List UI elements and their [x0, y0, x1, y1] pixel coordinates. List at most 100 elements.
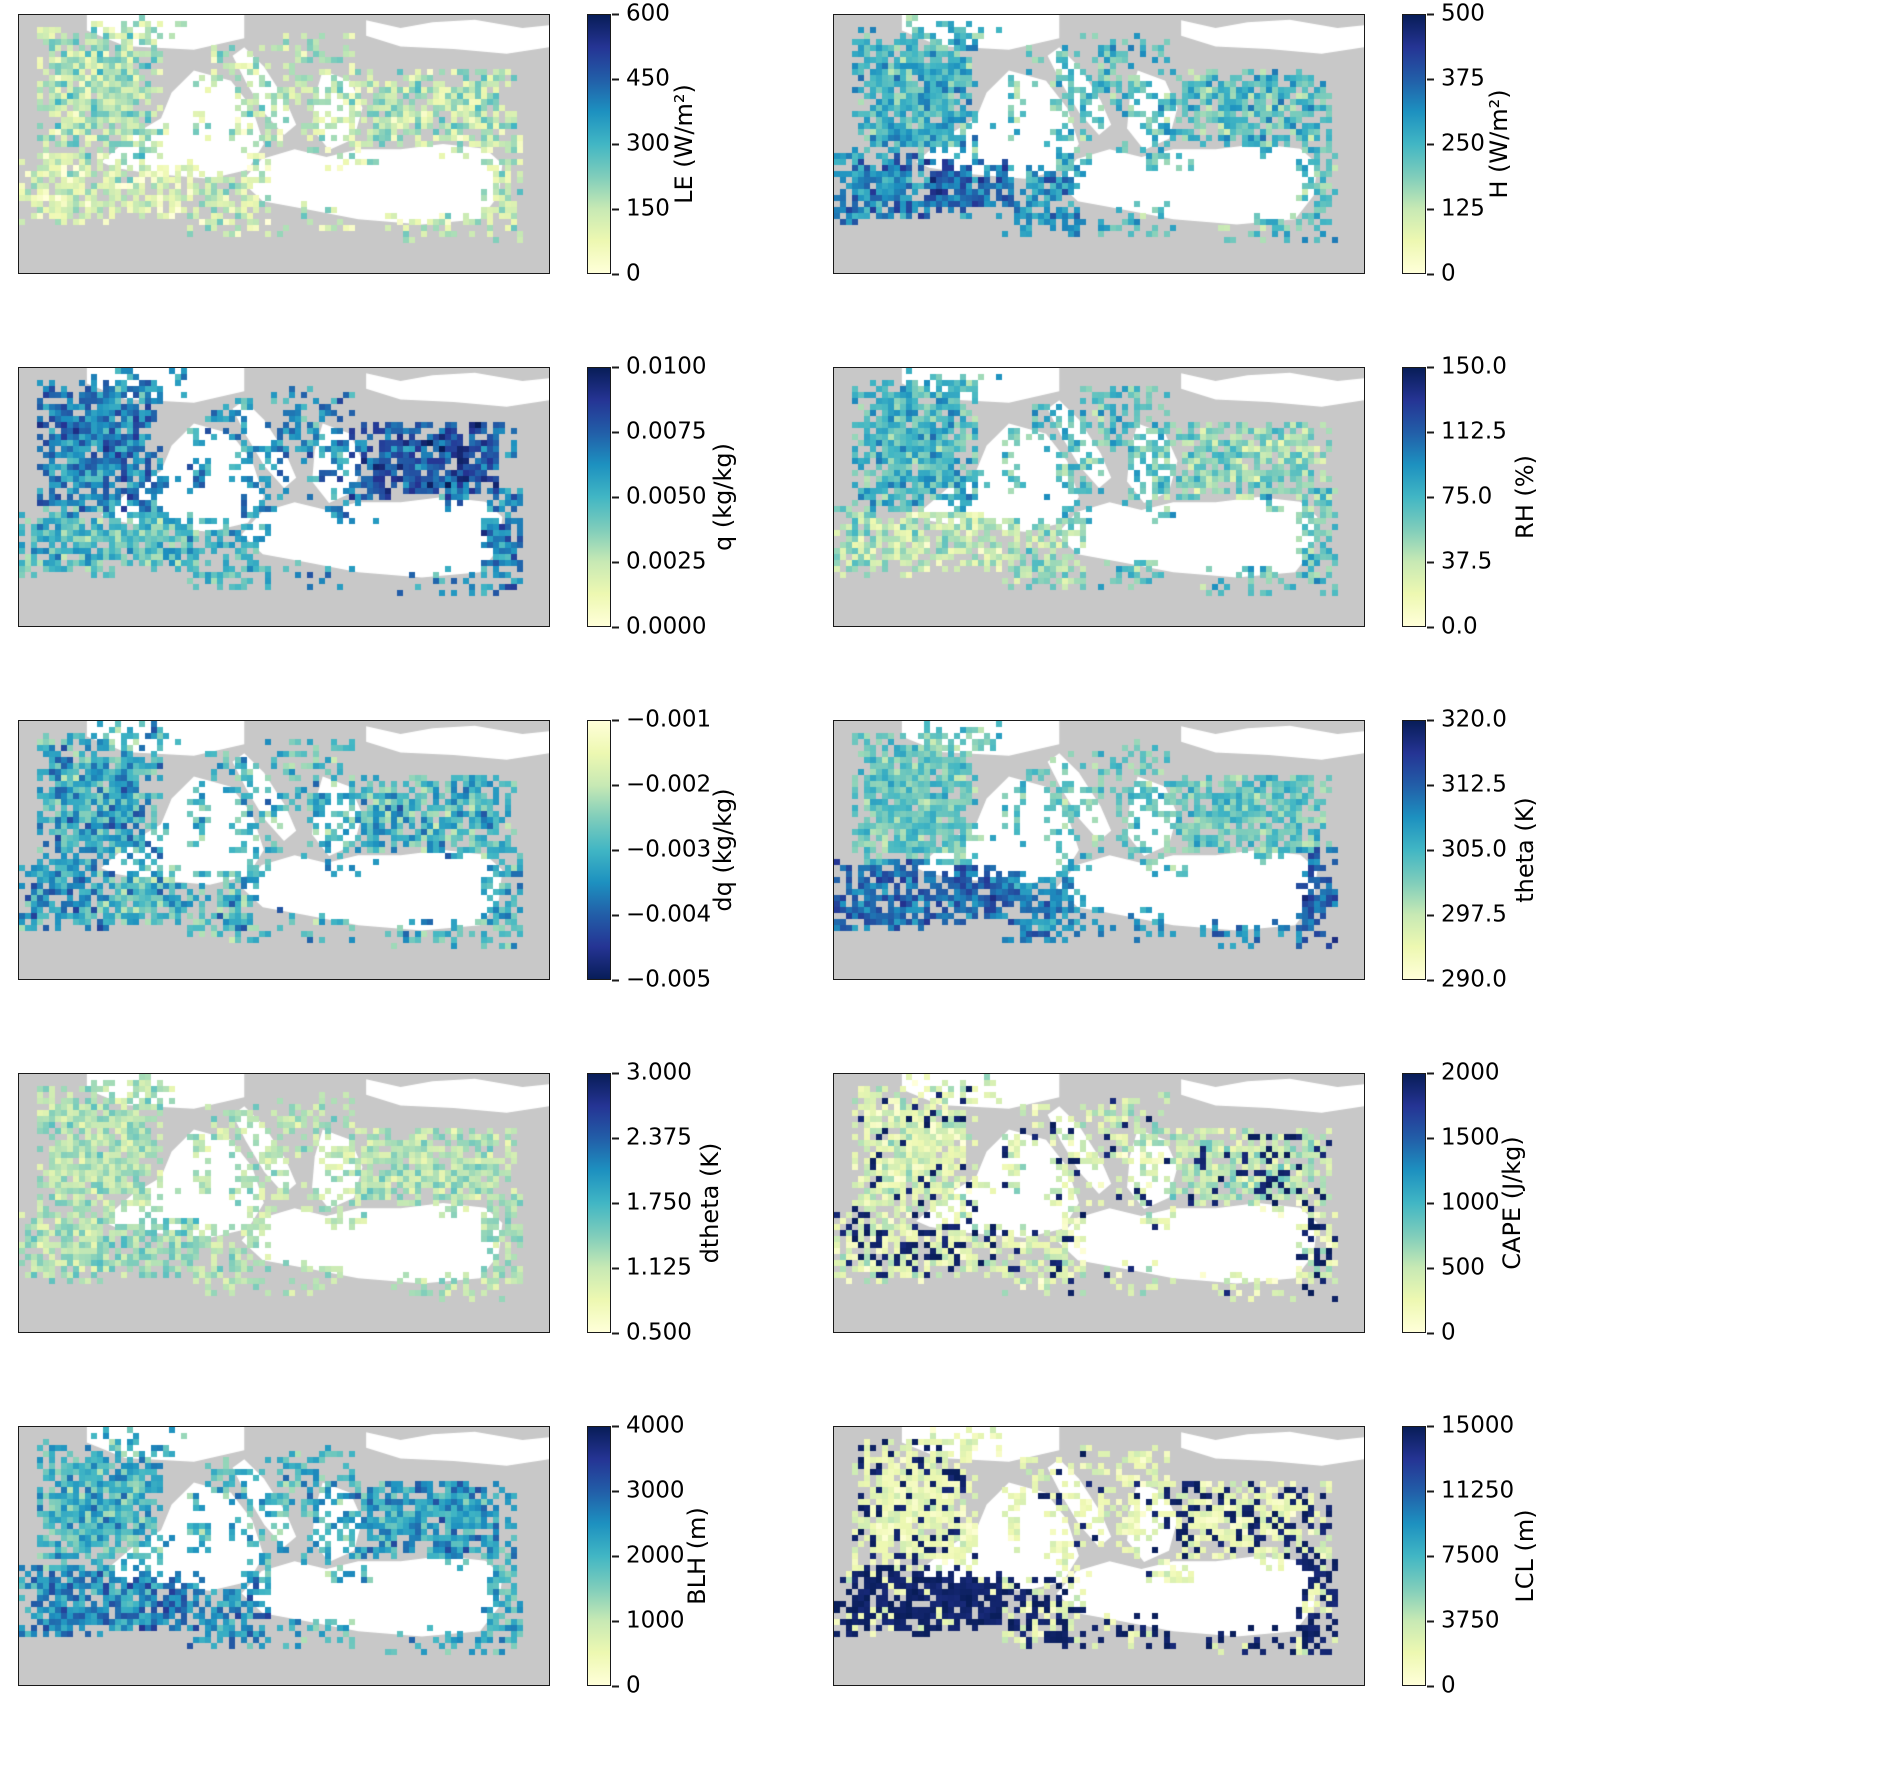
- tick-mark: [612, 1555, 619, 1557]
- colorbar-ticks: 4000 3000 2000 1000 0: [612, 1414, 732, 1697]
- colorbar-ticks: 3.000 2.375 1.750 1.125 0.500: [612, 1061, 732, 1344]
- map-canvas: [18, 14, 550, 274]
- colorbar-tick-label: 500: [1441, 0, 1485, 27]
- colorbar-tick: −0.005: [612, 966, 712, 993]
- colorbar-tick-label: 125: [1441, 195, 1485, 222]
- tick-mark: [1427, 1137, 1434, 1139]
- colorbar-tick-label: 0: [1441, 260, 1456, 287]
- tick-mark: [1427, 784, 1434, 786]
- colorbar-tick: 37.5: [1427, 548, 1493, 575]
- map-panel: 150.0 112.5 75.0 37.5 0.0 RH (%): [833, 355, 1648, 720]
- colorbar-gradient: [1402, 720, 1426, 980]
- colorbar-tick-label: −0.004: [626, 901, 712, 928]
- colorbar-axis-label: q (kg/kg): [709, 443, 737, 551]
- tick-mark: [1427, 1555, 1434, 1557]
- colorbar-tick: 125: [1427, 195, 1485, 222]
- colorbar-tick-label: 0: [626, 1672, 641, 1699]
- colorbar-tick: 0.500: [612, 1321, 692, 1345]
- colorbar-tick-label: 0.0100: [626, 353, 707, 380]
- colorbar-tick: 450: [612, 65, 670, 92]
- colorbar-axis-label: theta (K): [1511, 797, 1539, 903]
- map-panel: 4000 3000 2000 1000 0 BLH (m): [18, 1414, 833, 1779]
- colorbar-tick-label: 150: [626, 195, 670, 222]
- colorbar-tick-label: 37.5: [1441, 548, 1493, 575]
- colorbar-tick-label: 2.375: [626, 1124, 692, 1151]
- tick-mark: [612, 561, 619, 563]
- tick-mark: [1427, 273, 1434, 275]
- colorbar-tick: 3.000: [612, 1061, 692, 1085]
- map-canvas: [18, 1073, 550, 1333]
- map-panel: −0.001 −0.002 −0.003 −0.004 −0.005 dq (kg/kg…: [18, 708, 833, 1073]
- colorbar-axis-label: dtheta (K): [696, 1142, 724, 1264]
- colorbar-tick: 11250: [1427, 1479, 1514, 1503]
- colorbar-tick: 0: [1427, 1674, 1456, 1698]
- colorbar-tick-label: −0.005: [626, 966, 712, 993]
- colorbar-tick-label: 2000: [626, 1542, 685, 1569]
- colorbar-tick: 15000: [1427, 1412, 1515, 1439]
- tick-mark: [612, 849, 619, 851]
- tick-mark: [1427, 849, 1434, 851]
- colorbar-gradient: [587, 1073, 611, 1333]
- colorbar-tick-label: −0.003: [626, 836, 712, 863]
- colorbar-ticks: 0.0100 0.0075 0.0050 0.0025 0.0000: [612, 355, 732, 638]
- map-canvas: [833, 720, 1365, 980]
- colorbar-tick: 1000: [1427, 1189, 1500, 1216]
- colorbar-tick-label: 1000: [626, 1607, 685, 1634]
- tick-mark: [612, 719, 619, 721]
- colorbar-gradient: [587, 14, 611, 274]
- colorbar-tick: 0: [612, 262, 641, 286]
- colorbar-tick: 1.125: [612, 1256, 692, 1280]
- tick-mark: [612, 1202, 619, 1204]
- colorbar-tick-label: 600: [626, 0, 670, 27]
- colorbar-tick-label: 15000: [1441, 1412, 1515, 1439]
- colorbar-tick: 2000: [1427, 1061, 1500, 1085]
- colorbar-tick: 1.750: [612, 1191, 692, 1215]
- colorbar-tick: 250: [1427, 132, 1485, 156]
- colorbar-tick: 320.0: [1427, 708, 1507, 732]
- colorbar-tick: 112.5: [1427, 420, 1507, 444]
- colorbar: 3.000 2.375 1.750 1.125 0.500 dtheta (K): [587, 1061, 827, 1344]
- colorbar-ticks: 15000 11250 7500 3750 0: [1427, 1414, 1547, 1697]
- map-panel: 0.0100 0.0075 0.0050 0.0025 0.0000 q (kg/kg): [18, 355, 833, 720]
- tick-mark: [612, 1267, 619, 1269]
- tick-mark: [612, 496, 619, 498]
- colorbar-tick-label: 0: [1441, 1319, 1456, 1346]
- colorbar-axis-label: CAPE (J/kg): [1498, 1136, 1526, 1270]
- colorbar-tick: 0: [612, 1672, 641, 1699]
- tick-mark: [612, 784, 619, 786]
- colorbar-tick-label: 7500: [1441, 1542, 1500, 1569]
- tick-mark: [1427, 979, 1434, 981]
- tick-mark: [1427, 1072, 1434, 1074]
- colorbar-tick-label: 1500: [1441, 1124, 1500, 1151]
- colorbar: 15000 11250 7500 3750 0 LCL (m): [1402, 1414, 1642, 1697]
- map-canvas: [18, 1426, 550, 1686]
- colorbar-tick-label: 1000: [1441, 1189, 1500, 1216]
- colorbar-tick-label: 0.0: [1441, 613, 1478, 640]
- colorbar-tick: 0.0: [1427, 613, 1478, 640]
- map-canvas: [833, 1073, 1365, 1333]
- tick-mark: [1427, 496, 1434, 498]
- tick-mark: [1427, 431, 1434, 433]
- colorbar-tick: 0.0100: [612, 353, 707, 380]
- colorbar-tick: 1000: [612, 1607, 685, 1634]
- colorbar: 0.0100 0.0075 0.0050 0.0025 0.0000 q (kg/kg): [587, 355, 827, 638]
- colorbar: 500 375 250 125 0 H (W/m²): [1402, 2, 1642, 285]
- colorbar-tick: 75.0: [1427, 485, 1492, 509]
- colorbar-gradient: [1402, 367, 1426, 627]
- colorbar-gradient: [1402, 1073, 1426, 1333]
- colorbar-tick-label: 450: [626, 65, 670, 92]
- tick-mark: [612, 1072, 619, 1074]
- colorbar-tick-label: 290.0: [1441, 966, 1507, 993]
- colorbar-tick-label: −0.001: [626, 706, 712, 733]
- colorbar-gradient: [587, 1426, 611, 1686]
- colorbar-ticks: 600 450 300 150 0: [612, 2, 732, 285]
- colorbar-tick: −0.004: [612, 901, 712, 928]
- colorbar-tick: 7500: [1427, 1542, 1500, 1569]
- tick-mark: [1427, 78, 1434, 80]
- tick-mark: [612, 1685, 619, 1687]
- colorbar-ticks: −0.001 −0.002 −0.003 −0.004 −0.005: [612, 708, 732, 991]
- colorbar-axis-label: LE (W/m²): [670, 84, 698, 204]
- colorbar-tick-label: 0.0075: [626, 418, 707, 445]
- map-canvas: [833, 367, 1365, 627]
- map-panel: 320.0 312.5 305.0 297.5 290.0 theta (K): [833, 708, 1648, 1073]
